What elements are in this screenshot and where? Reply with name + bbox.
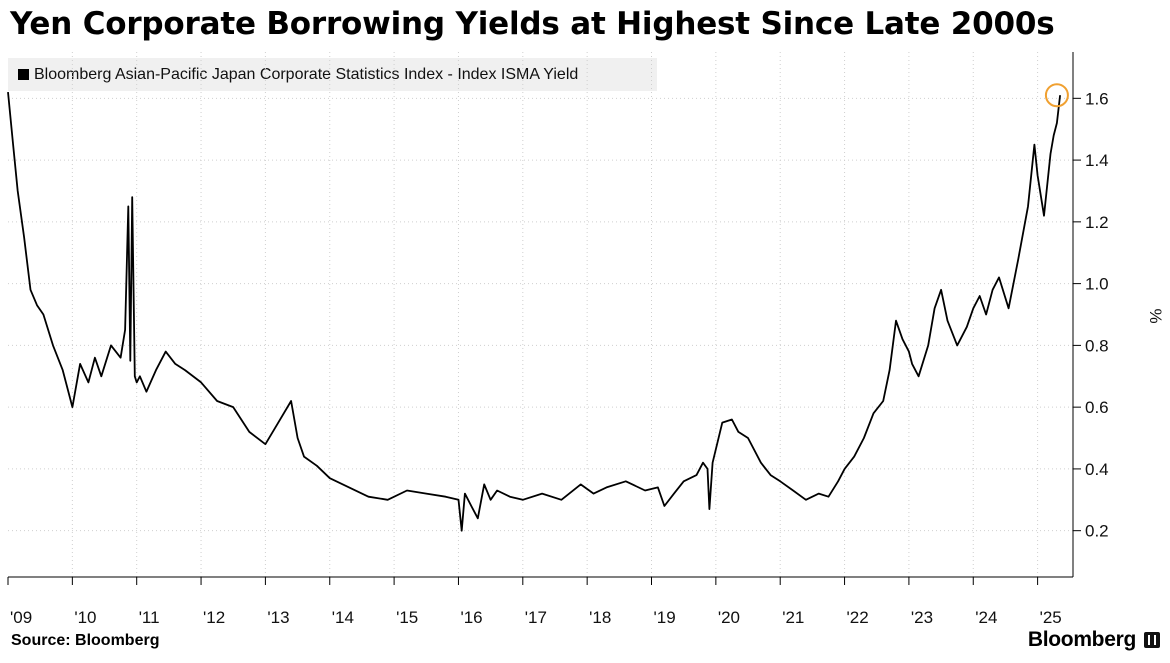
legend-swatch (18, 69, 29, 80)
logo-text: Bloomberg (1027, 628, 1136, 651)
x-tick-label: '16 (460, 608, 482, 627)
y-tick-label: 1.6 (1085, 89, 1109, 108)
x-tick-label: '10 (74, 608, 96, 627)
x-tick-label: '12 (203, 608, 225, 627)
bloomberg-logo: Bloomberg (1028, 628, 1160, 652)
terminal-icon (1144, 632, 1160, 648)
x-tick-label: '20 (718, 608, 740, 627)
x-tick-label: '09 (10, 608, 32, 627)
x-tick-label: '21 (782, 608, 804, 627)
x-tick-label: '18 (589, 608, 611, 627)
highlight-circle (1044, 83, 1069, 108)
x-tick-label: '14 (332, 608, 354, 627)
source-note: Source: Bloomberg (11, 632, 160, 649)
chart-title: Yen Corporate Borrowing Yields at Highes… (10, 6, 1055, 42)
series-line (7, 92, 1061, 532)
y-tick-label: 1.4 (1085, 151, 1109, 170)
x-tick-label: '22 (847, 608, 869, 627)
x-tick-label: '15 (396, 608, 418, 627)
x-tick-label: '19 (654, 608, 676, 627)
y-tick-label: 0.6 (1085, 398, 1109, 417)
x-tick-label: '23 (911, 608, 933, 627)
y-tick-label: 1.0 (1085, 275, 1109, 294)
y-tick-label: 0.8 (1085, 336, 1109, 355)
legend-label: Bloomberg Asian-Pacific Japan Corporate … (34, 65, 579, 83)
x-tick-label: '17 (525, 608, 547, 627)
x-tick-label: '24 (975, 608, 997, 627)
y-axis-label: % (1146, 308, 1165, 323)
y-tick-label: 1.2 (1085, 213, 1109, 232)
y-tick-label: 0.2 (1085, 522, 1109, 541)
legend: Bloomberg Asian-Pacific Japan Corporate … (8, 58, 657, 91)
x-tick-label: '13 (267, 608, 289, 627)
x-tick-label: '11 (139, 608, 160, 627)
x-tick-label: '25 (1040, 608, 1062, 627)
y-tick-label: 0.4 (1085, 460, 1109, 479)
